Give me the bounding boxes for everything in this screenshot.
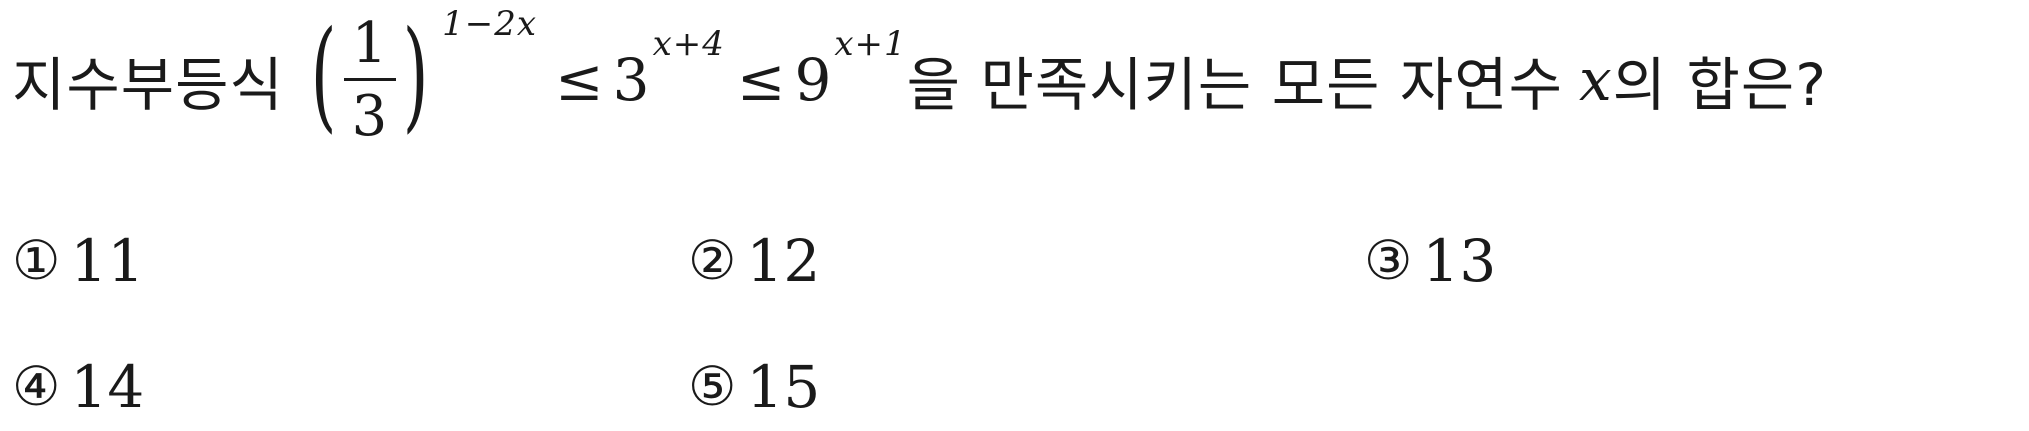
- choice-5-marker: ⑤: [688, 355, 737, 418]
- choice-3-value: 13: [1422, 227, 1497, 295]
- less-equal-sign-1: ≤: [555, 46, 605, 114]
- right-parenthesis: ): [403, 6, 430, 145]
- choice-1-value: 11: [70, 227, 145, 295]
- choice-2[interactable]: ② 12: [688, 225, 820, 297]
- variable-x: x: [1578, 46, 1613, 114]
- question-suffix-1: 을 만족시키는 모든 자연수: [906, 51, 1563, 119]
- choice-3-marker: ③: [1364, 229, 1413, 292]
- choice-4-marker: ④: [12, 355, 61, 418]
- choice-3[interactable]: ③ 13: [1364, 225, 1496, 297]
- fraction-one-third: 1 3: [343, 15, 397, 149]
- choice-4[interactable]: ④ 14: [12, 351, 144, 423]
- question-suffix-2: 의 합은?: [1612, 51, 1827, 119]
- less-equal-sign-2: ≤: [736, 46, 787, 114]
- choice-1[interactable]: ① 11: [12, 225, 144, 297]
- middle-base: 3: [612, 46, 651, 114]
- question-text: 지수부등식 ( 1 3 ) 1−2x ≤ 3 x+4 ≤ 9 x+1 을 만족시…: [12, 4, 1827, 150]
- question-prefix: 지수부등식: [12, 51, 284, 119]
- choice-5[interactable]: ⑤ 15: [688, 351, 820, 423]
- fraction-exponent: 1−2x: [442, 4, 538, 44]
- fraction-numerator: 1: [343, 15, 397, 81]
- fraction-denominator: 3: [351, 83, 389, 149]
- choice-2-marker: ②: [688, 229, 737, 292]
- middle-exponent: x+4: [652, 24, 725, 64]
- right-exponent: x+1: [834, 24, 907, 64]
- fraction-base-group: ( 1 3 ) 1−2x: [300, 4, 537, 149]
- choice-5-value: 15: [746, 353, 821, 421]
- left-parenthesis: (: [310, 6, 337, 145]
- right-base: 9: [794, 46, 833, 114]
- choice-1-marker: ①: [12, 229, 61, 292]
- choice-4-value: 14: [70, 353, 145, 421]
- choice-2-value: 12: [746, 227, 821, 295]
- answer-choices: ① 11 ② 12 ③ 13 ④ 14 ⑤ 15: [12, 225, 2012, 425]
